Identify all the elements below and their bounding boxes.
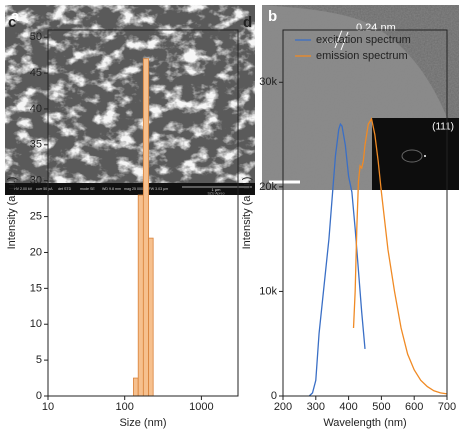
x-tick-label: 1000 <box>189 401 213 413</box>
panel-label: a <box>11 8 20 25</box>
sem-image <box>5 5 255 195</box>
y-axis-title: Intensity (a. u.) <box>6 177 18 250</box>
x-axis-title: Size (nm) <box>119 417 166 429</box>
plot-frame <box>282 29 448 397</box>
scale-label: 1 μm <box>212 187 222 192</box>
sem-info: det STD <box>58 187 72 191</box>
y-tick-label: 15 <box>30 282 42 294</box>
x-axis-title: Wavelength (nm) <box>323 417 406 429</box>
x-tick-label: 400 <box>339 401 357 413</box>
plane-label: (111) <box>432 122 454 133</box>
line <box>308 122 366 397</box>
bar <box>148 237 154 397</box>
x-tick-label: 300 <box>307 401 325 413</box>
y-axis-title: Intensity (a. u.) <box>241 177 253 250</box>
panel-label: b <box>268 8 277 25</box>
x-tick-label: 200 <box>274 401 292 413</box>
x-tick-label: 10 <box>42 401 54 413</box>
sem-info: HFW 3.03 μm <box>146 187 168 191</box>
sem-info: curr 50 pA <box>36 187 53 191</box>
y-tick-label: 45 <box>30 67 42 79</box>
y-tick-label: 10k <box>259 285 277 297</box>
x-tick-label: 600 <box>405 401 423 413</box>
line <box>352 117 448 395</box>
legend-label: emission spectrum <box>316 50 408 62</box>
plot-frame <box>47 29 239 397</box>
panel-label: d <box>243 14 252 31</box>
lattice-spacing: 0.24 nm <box>356 22 396 34</box>
legend-label: excitation spectrum <box>316 34 411 46</box>
y-tick-label: 10 <box>30 318 42 330</box>
y-tick-label: 50 <box>30 31 42 43</box>
x-tick-label: 100 <box>116 401 134 413</box>
instrument: SZU Apreo <box>207 191 224 195</box>
sem-info: mag 25 000 x <box>124 187 146 191</box>
sem-info: HV 2.00 kV <box>14 187 33 191</box>
y-tick-label: 25 <box>30 210 42 222</box>
tem-image <box>262 5 459 190</box>
y-tick-label: 40 <box>30 103 42 115</box>
sem-info: mode SE <box>80 187 95 191</box>
bar <box>137 194 144 397</box>
bar <box>142 58 150 397</box>
y-tick-label: 5 <box>36 354 42 366</box>
y-tick-label: 30k <box>259 76 277 88</box>
sem-info: WD 9.8 mm <box>102 187 121 191</box>
y-tick-label: 30 <box>30 175 42 187</box>
y-tick-label: 20 <box>30 246 42 258</box>
panel-label: c <box>8 14 16 31</box>
x-tick-label: 500 <box>372 401 390 413</box>
y-tick-label: 20k <box>259 181 277 193</box>
x-tick-label: 700 <box>438 401 456 413</box>
y-tick-label: 0 <box>271 390 277 402</box>
y-tick-label: 35 <box>30 139 42 151</box>
y-tick-label: 0 <box>36 390 42 402</box>
bar <box>133 377 139 397</box>
